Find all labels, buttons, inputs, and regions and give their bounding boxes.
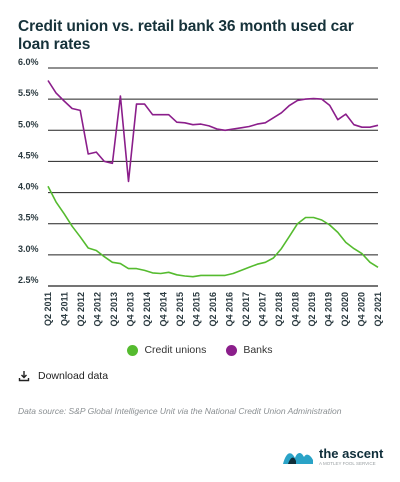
y-tick-label: 5.5% [18, 88, 39, 98]
x-tick-label: Q2 2015 [175, 292, 185, 327]
x-tick-label: Q2 2018 [274, 292, 284, 327]
x-tick-label: Q2 2016 [208, 292, 218, 327]
y-tick-label: 3.5% [18, 213, 39, 223]
y-tick-label: 3.0% [18, 244, 39, 254]
legend-item-credit-unions[interactable]: Credit unions [127, 344, 206, 356]
y-tick-label: 4.5% [18, 150, 39, 160]
x-tick-label: Q2 2013 [109, 292, 119, 327]
series-lines [47, 80, 379, 278]
y-tick-label: 2.5% [18, 275, 39, 285]
x-tick-label: Q4 2014 [159, 292, 169, 327]
data-source-note: Data source: S&P Global Intelligence Uni… [18, 406, 342, 416]
credit-unions-swatch [127, 344, 139, 356]
line-chart: 2.5% 3.0% 3.5% 4.0% 4.5% 5.0% 5.5% 6.0% Q2 2011… [18, 57, 383, 327]
x-tick-label: Q4 2018 [291, 292, 301, 327]
x-tick-label: Q4 2015 [192, 292, 202, 327]
x-tick-label: Q4 2013 [126, 292, 136, 327]
download-label: Download data [38, 370, 109, 382]
y-tick-label: 4.0% [18, 182, 39, 192]
ascent-logo-icon [282, 446, 314, 468]
brand-name: the ascent [319, 446, 384, 462]
legend-item-banks[interactable]: Banks [226, 344, 273, 356]
legend: Credit unions Banks [0, 344, 400, 356]
brand-tagline: A MOTLEY FOOL SERVICE [319, 461, 376, 467]
x-axis-ticks: Q2 2011 Q4 2011 Q2 2012 Q4 2012 Q2 2013 Q4 20… [43, 292, 383, 327]
download-data-link[interactable]: Download data [18, 370, 108, 382]
chart-title: Credit union vs. retail bank 36 month us… [18, 18, 354, 53]
x-tick-label: Q2 2014 [142, 292, 152, 327]
legend-label-banks: Banks [243, 344, 273, 356]
x-tick-label: Q4 2017 [258, 292, 268, 327]
x-tick-label: Q2 2011 [43, 292, 53, 326]
x-tick-label: Q4 2020 [357, 292, 367, 327]
x-tick-label: Q4 2012 [93, 292, 103, 327]
x-tick-label: Q2 2021 [373, 292, 383, 327]
series-line-credit-unions [47, 185, 379, 278]
series-line-banks [47, 80, 379, 183]
y-tick-label: 5.0% [18, 119, 39, 129]
x-tick-label: Q4 2011 [60, 292, 70, 326]
y-tick-label: 6.0% [18, 57, 39, 67]
brand-logo: the ascent A MOTLEY FOOL SERVICE [282, 446, 383, 468]
x-tick-label: Q4 2016 [225, 292, 235, 327]
download-icon [18, 370, 30, 382]
x-tick-label: Q2 2017 [241, 292, 251, 327]
gridlines [48, 67, 378, 287]
y-axis-ticks: 2.5% 3.0% 3.5% 4.0% 4.5% 5.0% 5.5% 6.0% [18, 57, 39, 285]
x-tick-label: Q4 2019 [324, 292, 334, 327]
legend-label-credit-unions: Credit unions [144, 344, 207, 356]
x-tick-label: Q2 2019 [307, 292, 317, 327]
banks-swatch [226, 344, 238, 356]
x-tick-label: Q2 2012 [76, 292, 86, 327]
x-tick-label: Q2 2020 [340, 292, 350, 327]
